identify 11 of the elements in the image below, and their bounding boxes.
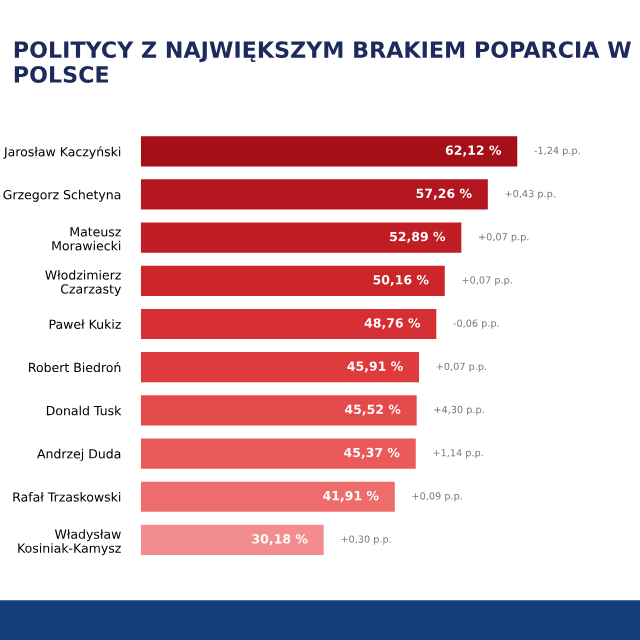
bar xyxy=(140,352,420,383)
bar xyxy=(140,265,445,296)
chart-title: POLITYCY Z NAJWIĘKSZYM BRAKIEM POPARCIA W POLSCE xyxy=(14,41,631,83)
bar xyxy=(140,222,462,253)
bar xyxy=(140,438,416,469)
bar xyxy=(140,136,518,167)
bar xyxy=(140,524,324,556)
bar xyxy=(140,481,395,512)
bar xyxy=(140,179,488,210)
bar xyxy=(140,395,417,426)
bar xyxy=(140,308,437,340)
